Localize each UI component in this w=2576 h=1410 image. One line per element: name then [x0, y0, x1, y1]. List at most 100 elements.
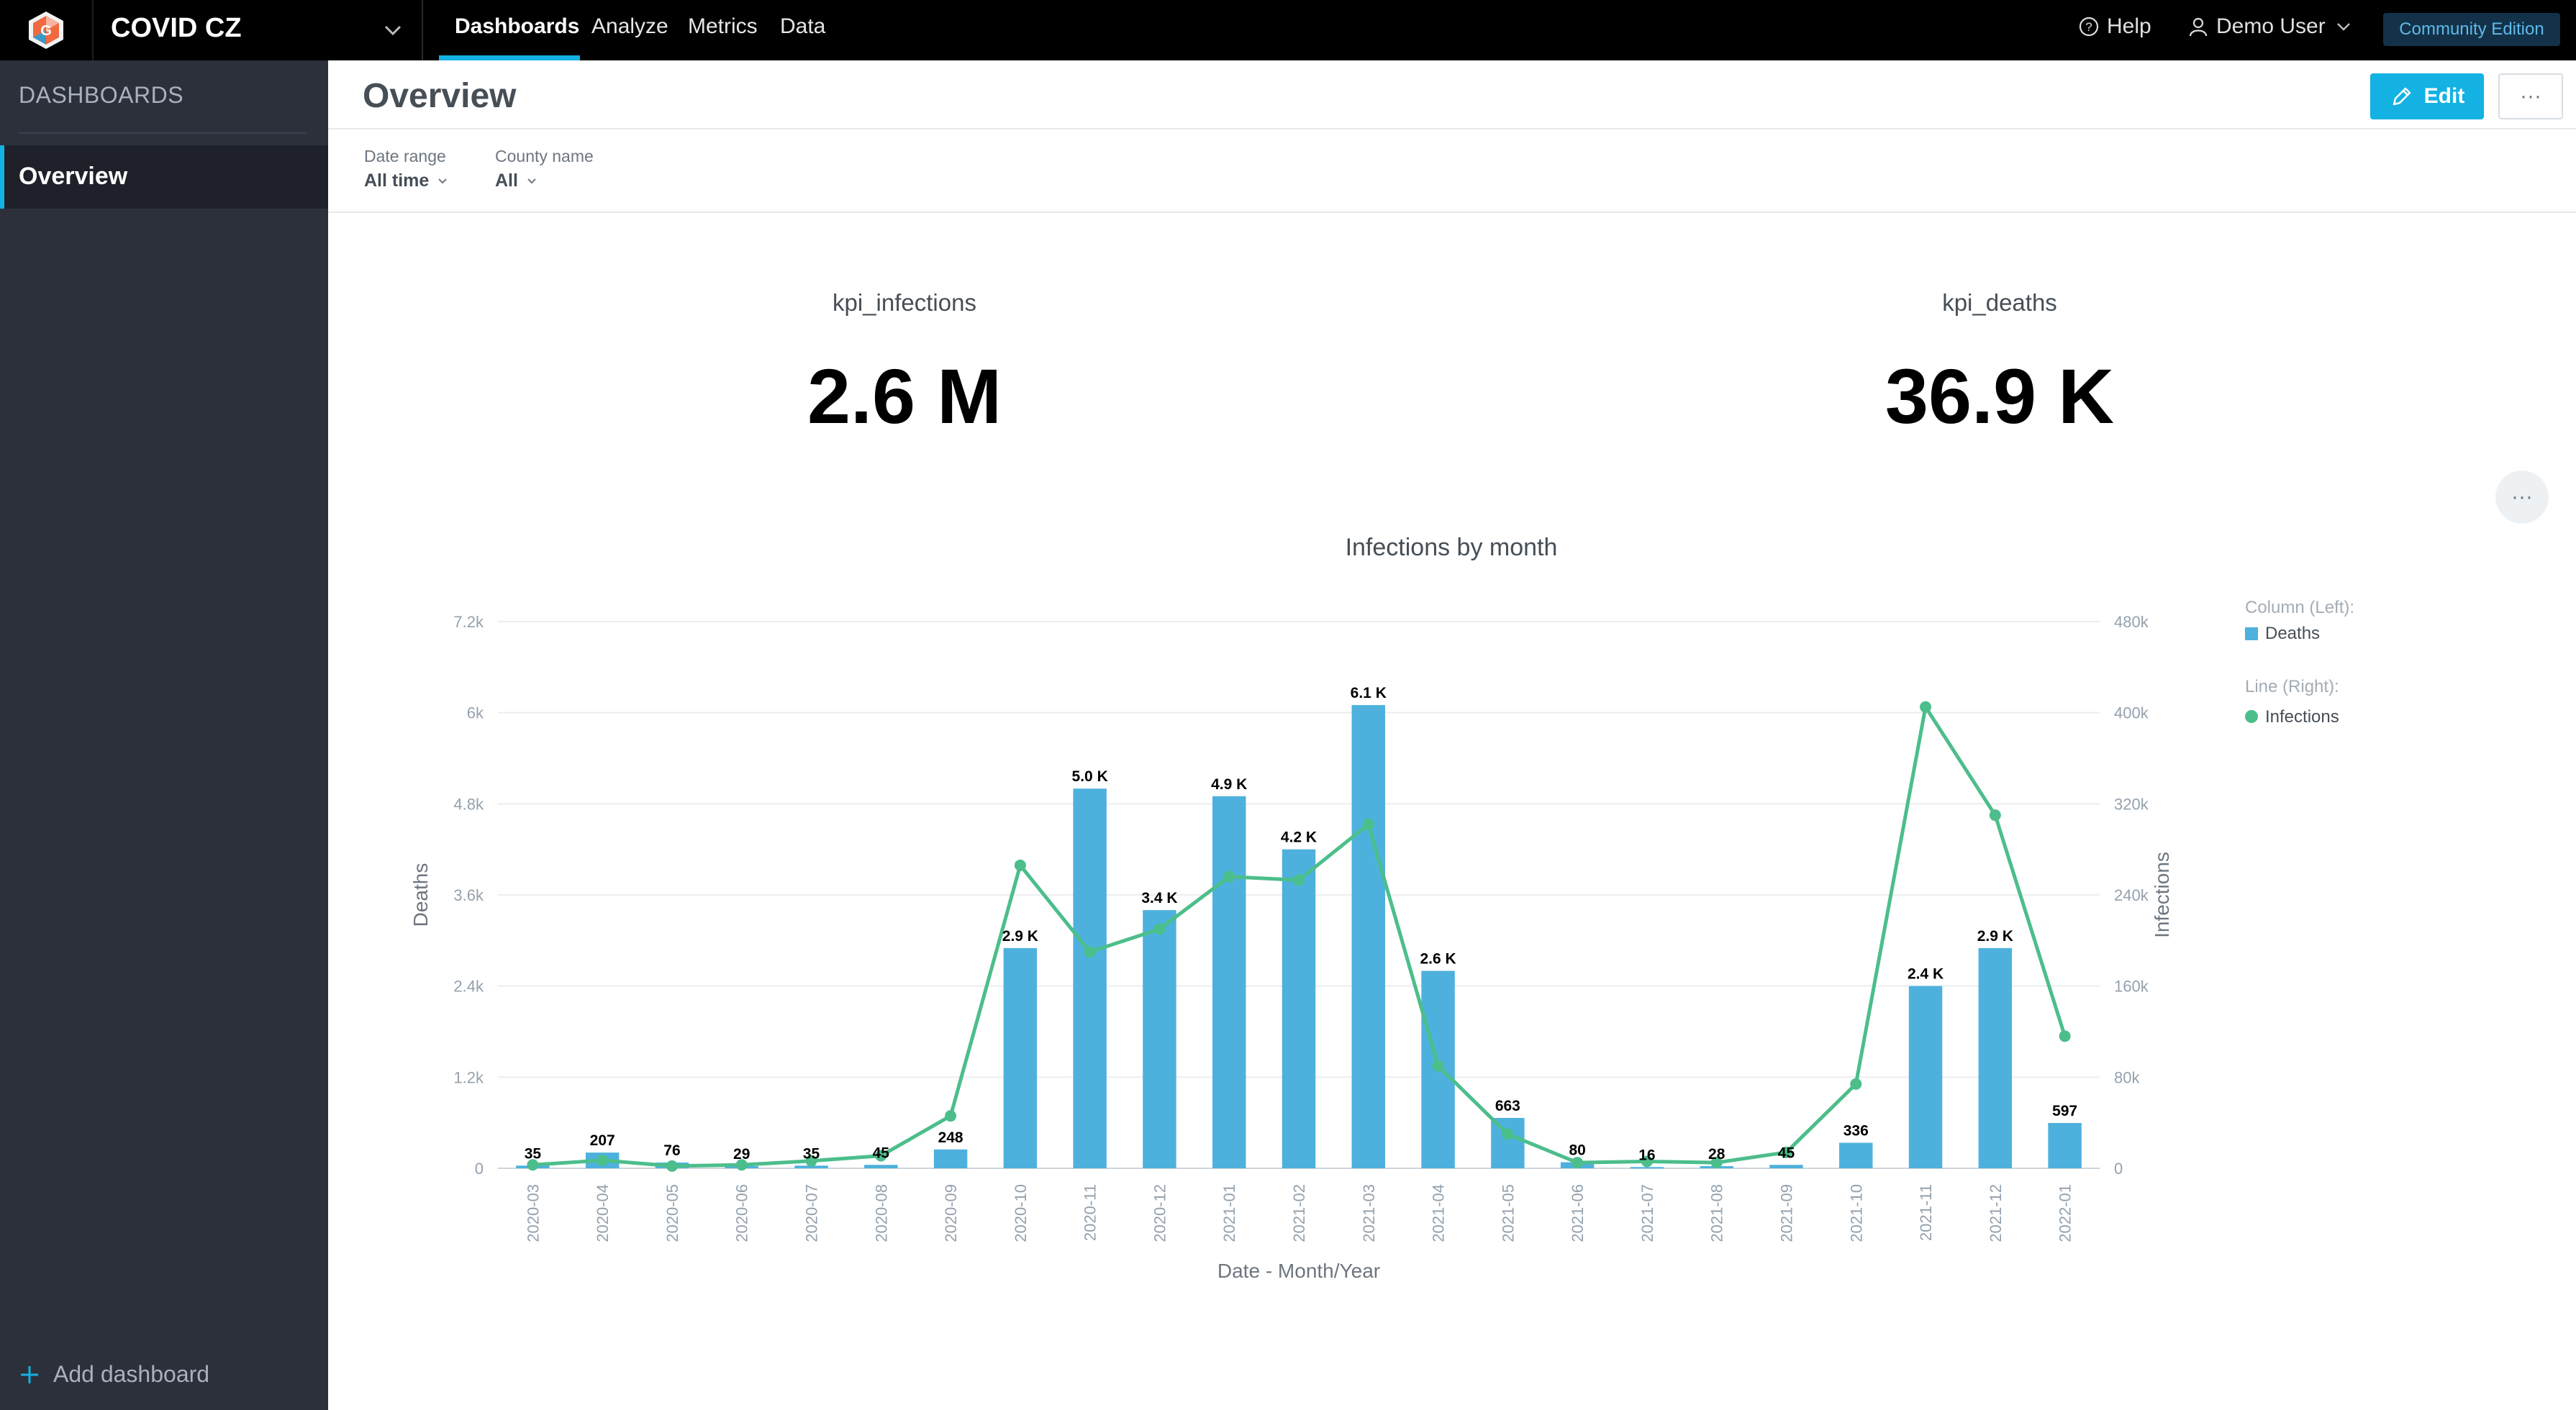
infections-point[interactable]	[875, 1150, 887, 1162]
chart-axes: 0 0 1.2k 80k 2.4k 160k 3.6k 240k 4.8k 320k 6k 400k 7…	[453, 613, 2149, 1242]
bar-deaths[interactable]	[1839, 1142, 1873, 1168]
legend-line-header: Line (Right):	[2245, 677, 2339, 696]
pencil-icon	[2393, 87, 2411, 106]
infections-point[interactable]	[805, 1155, 817, 1167]
x-tick-label: 2021-03	[1360, 1184, 1378, 1242]
edit-button[interactable]: Edit	[2370, 73, 2484, 119]
workspace-name: COVID CZ	[111, 13, 242, 43]
bar-deaths[interactable]	[1908, 986, 1943, 1168]
filter-value: All	[495, 170, 518, 191]
infections-point[interactable]	[1153, 923, 1166, 935]
kpi-deaths-title: kpi_deaths	[1942, 289, 2057, 316]
nav-dashboards[interactable]: Dashboards	[455, 14, 580, 38]
infections-point[interactable]	[2059, 1030, 2071, 1042]
filter-value: All time	[364, 170, 430, 191]
infections-point[interactable]	[1850, 1078, 1862, 1090]
legend-infections-swatch	[2245, 710, 2258, 723]
bar-data-label: 336	[1843, 1123, 1869, 1140]
sidebar-item-label: Overview	[19, 163, 128, 190]
bar-deaths[interactable]	[1073, 788, 1107, 1168]
add-dashboard-button[interactable]: Add dashboard	[19, 1361, 209, 1388]
y-tick-left: 1.2k	[453, 1068, 484, 1086]
bar-data-label: 663	[1495, 1098, 1520, 1114]
svg-text:G: G	[40, 23, 52, 39]
bar-deaths[interactable]	[864, 1165, 898, 1168]
infections-point[interactable]	[527, 1159, 539, 1171]
bar-deaths[interactable]	[1003, 947, 1038, 1168]
filter-bar-divider	[328, 212, 2576, 213]
infections-point[interactable]	[1084, 946, 1096, 958]
y-tick-right: 320k	[2114, 795, 2149, 813]
active-nav-indicator	[439, 55, 580, 60]
user-name: Demo User	[2216, 14, 2326, 38]
infections-point[interactable]	[666, 1160, 678, 1172]
data-labels: 35 207 76 29 35 45 248 2.9 K 5.0 K 3.4 K 4.9 K 4.2 …	[525, 685, 2077, 1163]
page-title: Overview	[363, 77, 517, 115]
widget-options-button[interactable]: ···	[2495, 470, 2549, 524]
bar-deaths[interactable]	[2048, 1122, 2082, 1168]
bar-data-label: 207	[590, 1132, 615, 1149]
bar-data-label: 2.4 K	[1908, 966, 1944, 983]
sidebar-divider	[19, 132, 307, 134]
bar-deaths[interactable]	[1491, 1118, 1525, 1168]
x-tick-label: 2021-04	[1430, 1184, 1448, 1242]
x-axis-title: Date - Month/Year	[1217, 1260, 1380, 1282]
nav-analyze[interactable]: Analyze	[591, 14, 668, 38]
help-link[interactable]: ? Help	[2078, 14, 2151, 39]
bar-deaths[interactable]	[1769, 1165, 1803, 1168]
bar-deaths[interactable]	[1630, 1167, 1664, 1169]
nav-data[interactable]: Data	[780, 14, 826, 38]
infections-point[interactable]	[1223, 870, 1235, 883]
infections-point[interactable]	[1362, 818, 1374, 830]
infections-point[interactable]	[1502, 1128, 1514, 1140]
x-tick-label: 2021-12	[1987, 1184, 2005, 1242]
bar-deaths[interactable]	[1143, 910, 1176, 1168]
infections-point[interactable]	[1920, 701, 1932, 713]
x-tick-label: 2020-12	[1151, 1184, 1169, 1242]
infections-point[interactable]	[1572, 1157, 1584, 1169]
legend-infections-label[interactable]: Infections	[2265, 707, 2339, 727]
workspace-switcher[interactable]: COVID CZ	[95, 0, 423, 60]
chart-title: Infections by month	[1346, 534, 1558, 561]
bar-deaths[interactable]	[1351, 705, 1386, 1168]
bar-data-label: 6.1 K	[1351, 685, 1387, 701]
chart-legend: Column (Left): Deaths Line (Right): Infe…	[2245, 598, 2354, 727]
infections-point[interactable]	[945, 1110, 957, 1122]
filter-county-name[interactable]: County name All	[495, 147, 594, 191]
x-tick-label: 2020-06	[733, 1184, 751, 1242]
kpi-deaths-value: 36.9 K	[1885, 352, 2115, 440]
x-tick-label: 2021-05	[1499, 1184, 1517, 1242]
bar-deaths[interactable]	[794, 1165, 828, 1168]
infections-point[interactable]	[1432, 1060, 1444, 1072]
infections-point[interactable]	[1641, 1155, 1653, 1168]
bar-deaths[interactable]	[1282, 849, 1316, 1168]
legend-deaths-label[interactable]: Deaths	[2265, 624, 2320, 643]
filter-date-range[interactable]: Date range All time	[364, 147, 449, 191]
infections-point[interactable]	[735, 1159, 748, 1171]
infections-point[interactable]	[597, 1154, 609, 1166]
bar-deaths[interactable]	[1978, 947, 2013, 1168]
user-icon	[2189, 17, 2208, 37]
bar-data-label: 29	[733, 1146, 750, 1163]
add-dashboard-label: Add dashboard	[53, 1361, 210, 1387]
bar-deaths[interactable]	[933, 1149, 968, 1168]
infections-point[interactable]	[1710, 1157, 1723, 1169]
app-logo[interactable]: G	[0, 0, 94, 60]
x-tick-label: 2021-08	[1708, 1184, 1726, 1242]
infections-point[interactable]	[1014, 859, 1026, 871]
help-label: Help	[2107, 14, 2151, 38]
user-menu[interactable]: Demo User	[2187, 14, 2354, 39]
infections-point[interactable]	[1780, 1146, 1792, 1158]
sidebar-item-overview[interactable]: Overview	[0, 145, 328, 209]
more-options-button[interactable]: ···	[2498, 73, 2563, 119]
x-tick-label: 2021-01	[1220, 1184, 1238, 1242]
y-tick-left: 4.8k	[453, 795, 484, 813]
infections-point[interactable]	[1293, 874, 1305, 886]
y-tick-left: 3.6k	[453, 886, 484, 904]
nav-metrics[interactable]: Metrics	[688, 14, 758, 38]
chevron-down-icon	[2336, 23, 2350, 31]
y-tick-left: 7.2k	[453, 613, 484, 631]
infections-point[interactable]	[1989, 809, 2001, 822]
bar-deaths[interactable]	[1212, 796, 1246, 1168]
y-axis-right-title: Infections	[2151, 852, 2173, 938]
